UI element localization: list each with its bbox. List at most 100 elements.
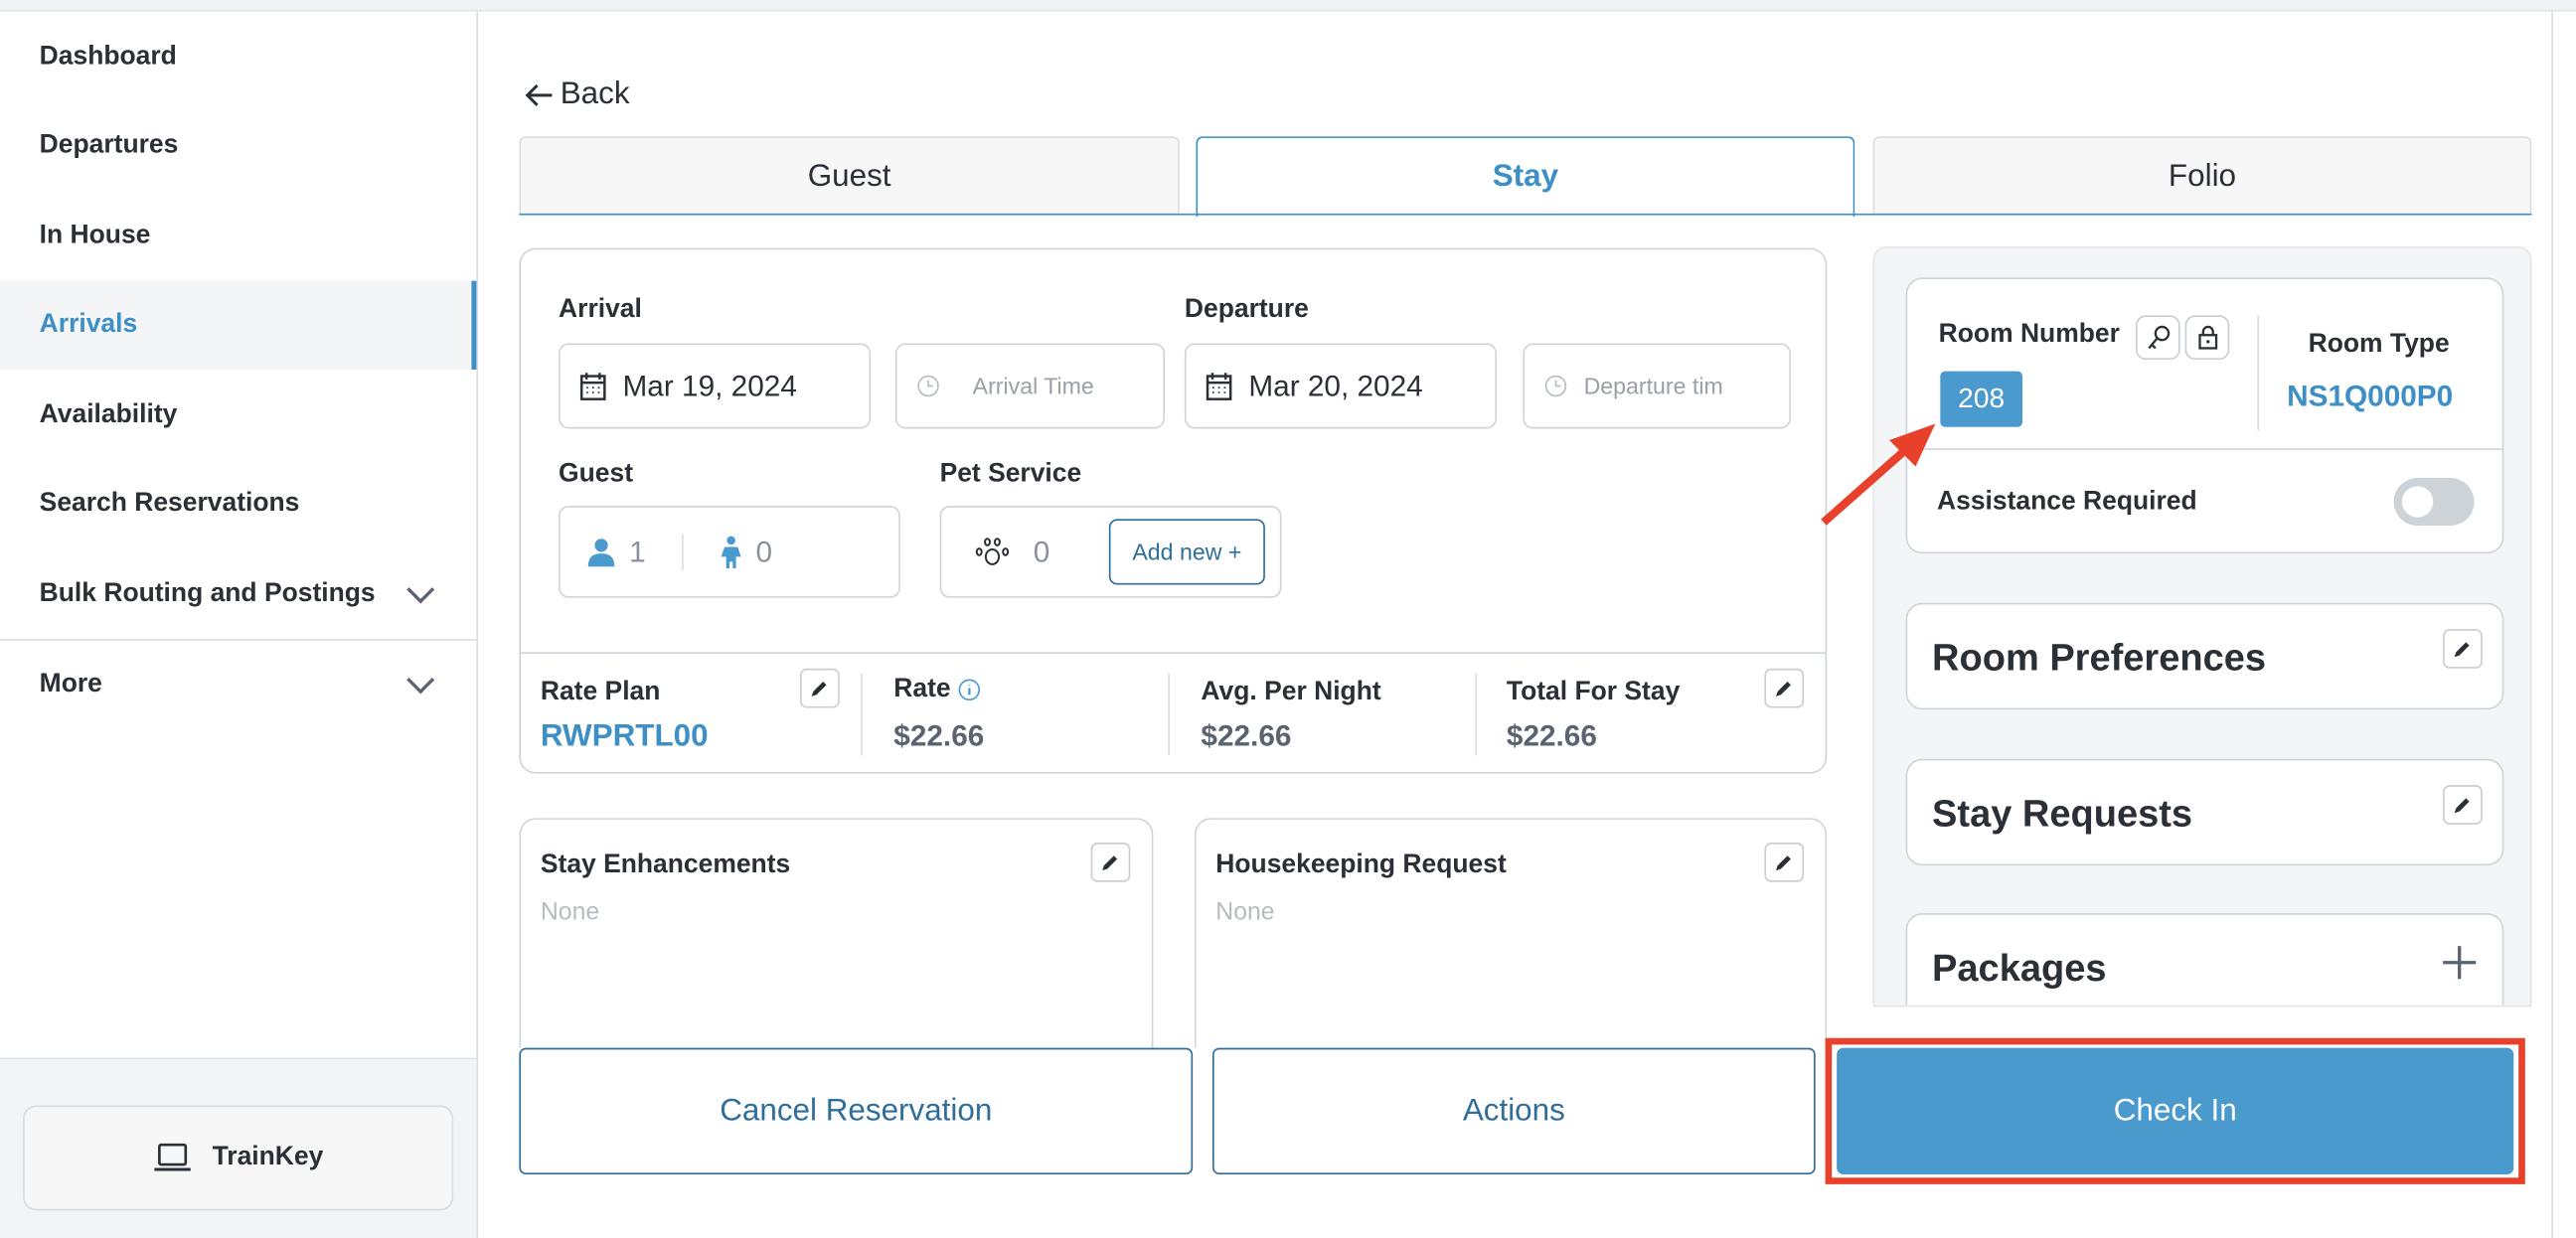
stay-requests-label: Stay Requests [1932,791,2193,835]
tab-stay[interactable]: Stay [1196,136,1855,218]
sidebar-item-label: In House [39,222,151,250]
pencil-icon [1776,855,1791,871]
pencil-icon [1102,855,1118,871]
sidebar-footer: TrainKey [0,1057,477,1238]
actions-button[interactable]: Actions [1211,1047,1816,1174]
info-icon[interactable] [957,679,980,701]
scrollbar-track[interactable] [2551,11,2553,1238]
sidebar-item-dashboard[interactable]: Dashboard [0,13,476,101]
clock-icon [1544,375,1567,397]
pet-count: 0 [1033,535,1050,568]
key-icon [2147,324,2170,349]
packages-card[interactable]: Packages [1905,913,2504,1006]
guest-count-field[interactable]: 1 0 [559,506,900,598]
edit-total-button[interactable] [1764,668,1805,708]
stay-details-card: Arrival Departure Mar 19, 2024 Arrival T… [519,247,1828,774]
edit-housekeeping-button[interactable] [1764,843,1805,882]
edit-enhancements-button[interactable] [1090,843,1131,882]
tab-folio[interactable]: Folio [1872,136,2532,216]
pet-service-label: Pet Service [939,459,1082,488]
tab-underline [519,213,2532,216]
sidebar-item-arrivals[interactable]: Arrivals [0,280,477,370]
arrival-time-placeholder: Arrival Time [972,373,1094,399]
sidebar-item-label: Bulk Routing and Postings [39,579,376,608]
rate-plan-value[interactable]: RWPRTL00 [540,719,709,754]
edit-room-preferences-button[interactable] [2443,629,2483,669]
sidebar-item-bulk-routing[interactable]: Bulk Routing and Postings [0,550,476,639]
check-in-button[interactable]: Check In [1837,1047,2514,1174]
add-pet-button[interactable]: Add new + [1108,519,1265,585]
packages-label: Packages [1932,946,2107,990]
sidebar-item-label: More [39,670,102,698]
room-lock-button[interactable] [2184,315,2230,361]
arrival-label: Arrival [559,295,642,324]
pet-service-field: 0 Add new + [939,506,1282,598]
sidebar-item-label: Arrivals [39,310,138,339]
cancel-reservation-button[interactable]: Cancel Reservation [519,1047,1194,1174]
assistance-required-label: Assistance Required [1937,487,2197,517]
calendar-icon [1206,373,1232,400]
total-for-stay-label: Total For Stay [1506,678,1681,706]
divider [861,673,863,756]
laptop-icon [154,1143,192,1171]
sidebar-item-availability[interactable]: Availability [0,372,476,460]
total-for-stay-value: $22.66 [1506,719,1597,753]
top-band [0,0,2576,12]
departure-time-field[interactable]: Departure tim [1523,343,1791,429]
add-pet-label: Add new + [1132,539,1242,565]
sidebar-item-more[interactable]: More [0,641,476,729]
edit-rate-plan-button[interactable] [800,668,840,708]
sidebar-item-in-house[interactable]: In House [0,192,476,280]
back-label: Back [560,77,630,112]
check-in-label: Check In [2113,1093,2237,1128]
tab-label: Guest [807,158,891,194]
divider [682,534,684,570]
room-type-value[interactable]: NS1Q000P0 [2287,379,2454,412]
departure-date-field[interactable]: Mar 20, 2024 [1184,343,1497,429]
divider [0,639,477,641]
arrow-left-icon [525,83,553,106]
chevron-down-icon [406,666,435,695]
sidebar-item-search-reservations[interactable]: Search Reservations [0,460,476,548]
sidebar-item-departures[interactable]: Departures [0,101,476,190]
trainkey-button[interactable]: TrainKey [23,1105,454,1211]
stay-enhancements-value: None [540,898,600,927]
stay-enhancements-label: Stay Enhancements [540,851,791,879]
room-preferences-card[interactable]: Room Preferences [1905,602,2504,710]
room-number-value: 208 [1958,383,2006,414]
rate-plan-label: Rate Plan [540,678,661,706]
stay-requests-card[interactable]: Stay Requests [1905,758,2504,866]
room-key-button[interactable] [2136,315,2180,361]
chevron-down-icon [406,575,435,604]
housekeeping-value: None [1215,898,1275,927]
adult-icon [587,539,615,567]
housekeeping-label: Housekeeping Request [1215,851,1507,879]
room-preferences-label: Room Preferences [1932,635,2267,679]
adult-count: 1 [629,535,646,568]
departure-label: Departure [1184,295,1309,324]
tab-guest[interactable]: Guest [519,136,1180,216]
divider [2257,315,2260,431]
edit-stay-requests-button[interactable] [2443,785,2483,825]
back-link[interactable]: Back [524,77,630,113]
rate-value: $22.66 [893,719,985,753]
divider [521,652,1826,654]
arrival-date-field[interactable]: Mar 19, 2024 [559,343,872,429]
departure-date-value: Mar 20, 2024 [1248,369,1423,402]
tab-label: Folio [2168,158,2237,194]
paw-icon [975,538,1010,565]
arrival-time-field[interactable]: Arrival Time [894,343,1166,429]
assistance-toggle[interactable] [2393,478,2475,526]
room-number-badge[interactable]: 208 [1940,371,2022,427]
departure-time-placeholder: Departure tim [1583,373,1723,399]
plus-icon[interactable] [2442,945,2478,981]
avg-per-night-value: $22.66 [1201,719,1292,753]
pencil-icon [811,682,827,696]
arrival-date-value: Mar 19, 2024 [622,369,797,402]
trainkey-label: TrainKey [212,1143,324,1171]
pencil-icon [1776,682,1791,696]
guest-label: Guest [559,459,634,488]
sidebar-item-label: Availability [39,400,178,429]
avg-per-night-label: Avg. Per Night [1201,678,1381,706]
housekeeping-request-card: Housekeeping Request None [1194,818,1828,1048]
